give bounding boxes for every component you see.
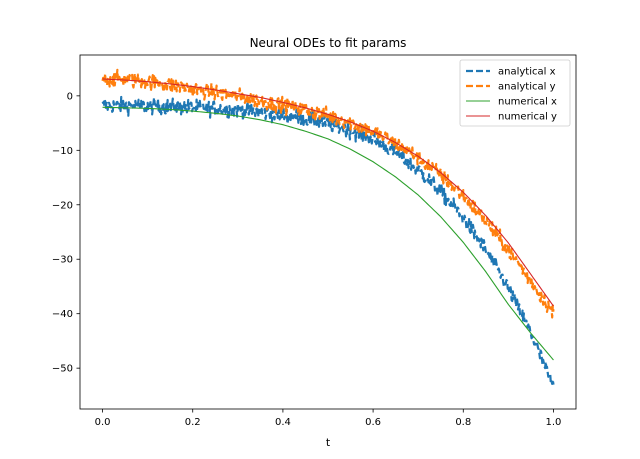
y-tick-label: −30 xyxy=(52,255,73,266)
legend-label: numerical y xyxy=(498,112,557,123)
y-tick-label: −50 xyxy=(52,364,73,375)
legend: analytical x analytical y numerical x numer… xyxy=(459,59,571,127)
x-tick-label: 0.4 xyxy=(275,417,291,428)
x-axis: 0.0 0.2 0.4 0.6 0.8 1.0 xyxy=(95,409,562,428)
series-layer xyxy=(101,68,555,385)
x-tick-label: 0.0 xyxy=(95,417,111,428)
x-tick-label: 1.0 xyxy=(546,417,562,428)
x-tick-label: 0.8 xyxy=(455,417,471,428)
y-tick-label: −40 xyxy=(52,309,73,320)
plot-frame xyxy=(79,54,577,410)
legend-box xyxy=(459,59,571,127)
series-line-numerical-x xyxy=(102,106,554,361)
x-axis-label: t xyxy=(326,436,331,449)
y-axis: 0 −10 −20 −30 −40 −50 xyxy=(52,91,80,375)
x-tick-label: 0.6 xyxy=(365,417,381,428)
y-tick-label: −20 xyxy=(52,200,73,211)
series-line-numerical-y xyxy=(102,78,554,307)
y-tick-label: 0 xyxy=(67,91,73,102)
series-line-analytical-x xyxy=(101,95,555,385)
legend-label: numerical x xyxy=(498,97,557,108)
legend-label: analytical x xyxy=(498,67,556,78)
x-tick-label: 0.2 xyxy=(185,417,201,428)
chart-title: Neural ODEs to fit params xyxy=(250,36,407,50)
y-tick-label: −10 xyxy=(52,146,73,157)
legend-label: analytical y xyxy=(498,82,556,93)
